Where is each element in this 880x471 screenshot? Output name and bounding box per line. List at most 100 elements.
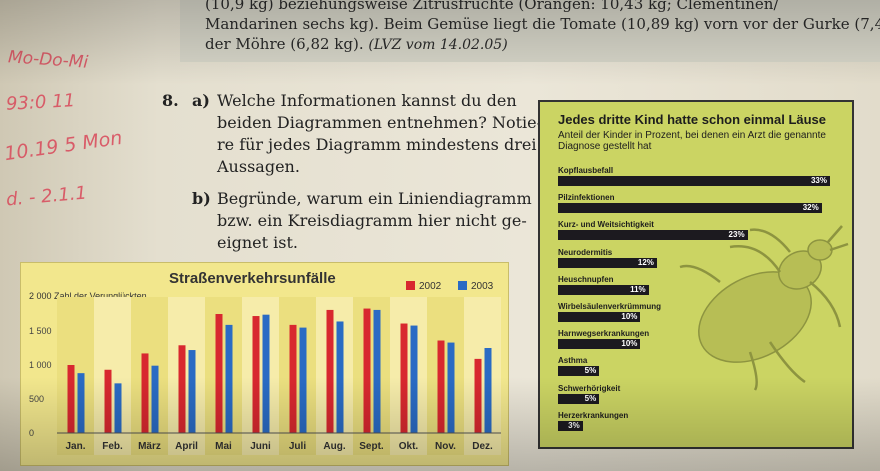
- handwritten-note-1: Mo-Do-Mi: [7, 47, 89, 73]
- diagnosis-value-label: 11%: [630, 284, 646, 294]
- bar-2002: [67, 365, 75, 433]
- diagnosis-value-label: 10%: [621, 312, 638, 321]
- x-tick-label: Nov.: [435, 441, 456, 452]
- month-column-bg: [390, 297, 427, 455]
- diagnosis-value-label: 33%: [810, 176, 827, 185]
- article-line-2: Mandarinen sechs kg). Beim Gemüse liegt …: [205, 15, 880, 33]
- legend-swatch-2003: [458, 281, 467, 290]
- month-column-bg: [94, 297, 131, 455]
- part-a-line: beiden Diagrammen entnehmen? Notie-: [217, 113, 542, 132]
- handwritten-note-3: 10.19 5 Mon: [3, 126, 124, 166]
- diagnosis-label: Asthma: [558, 356, 588, 366]
- part-a-line: Welche Informationen kannst du den: [217, 91, 517, 110]
- legend-2002: 2002: [406, 281, 441, 292]
- month-column-bg: [279, 297, 316, 455]
- legend-swatch-2002: [406, 281, 415, 290]
- bar-2003: [262, 314, 270, 433]
- part-b-line: Begründe, warum ein Liniendiagramm: [217, 189, 532, 208]
- diagnosis-bar: 5%: [558, 393, 600, 404]
- bar-2002: [178, 345, 186, 433]
- month-column-bg: [168, 297, 205, 455]
- bar-2002: [215, 314, 223, 433]
- x-tick-label: Mai: [215, 441, 232, 452]
- y-tick-label: 500: [29, 394, 44, 404]
- y-axis-title: Zahl der Verunglückten: [54, 291, 147, 301]
- y-tick-label: 1 000: [29, 360, 52, 370]
- bar-2002: [289, 324, 297, 433]
- bar-2003: [373, 309, 381, 433]
- bar-2002: [141, 353, 149, 433]
- month-column-bg: [464, 297, 501, 455]
- diagnosis-bar: 10%: [558, 312, 641, 322]
- bar-2003: [484, 348, 492, 433]
- month-column-bg: [353, 297, 390, 455]
- bar-2003: [336, 321, 344, 433]
- chart-subtitle: Anteil der Kinder in Prozent, bei denen …: [558, 130, 826, 152]
- diagnosis-bar: 3%: [558, 420, 583, 431]
- bar-2002: [437, 340, 445, 433]
- bar-2002: [326, 309, 334, 433]
- bar-2003: [114, 383, 122, 433]
- legend-label-2003: 2003: [471, 281, 494, 292]
- diagnosis-value-label: 5%: [584, 366, 597, 376]
- part-b-line: eignet ist.: [217, 233, 298, 252]
- diagnosis-value-label: 10%: [621, 339, 638, 349]
- diagnosis-label: Pilzinfektionen: [558, 193, 615, 203]
- month-column-bg: [57, 297, 94, 455]
- y-max-tick-label: 2 000: [29, 291, 52, 301]
- bar-2002: [474, 358, 482, 433]
- diagnosis-label: Schwerhörigkeit: [558, 383, 621, 393]
- children-diagnoses-chart: Jedes dritte Kind hatte schon einmal Läu…: [538, 100, 854, 449]
- diagnosis-label: Neurodermitis: [558, 247, 613, 257]
- diagnosis-value-label: 5%: [584, 393, 597, 403]
- info-box: [180, 0, 880, 62]
- month-column-bg: [205, 297, 242, 455]
- handwritten-note-2: 93:0 11: [5, 90, 76, 115]
- bar-2003: [447, 342, 455, 433]
- article-line-1: (10,9 kg) beziehungsweise Zitrusfrüchte …: [205, 0, 779, 13]
- diagnosis-label: Herzerkrankungen: [558, 410, 629, 420]
- bar-2003: [77, 373, 85, 433]
- y-tick-label: 1 500: [29, 326, 52, 336]
- diagnosis-bar: 12%: [558, 257, 657, 268]
- bar-2002: [363, 308, 371, 433]
- x-tick-label: Sept.: [359, 441, 384, 452]
- diagnosis-value-label: 23%: [728, 230, 745, 240]
- bar-2003: [188, 350, 196, 433]
- diagnosis-value-label: 3%: [568, 420, 580, 430]
- y-axis-label: 2 000 Zahl der Verunglückten: [29, 291, 147, 301]
- bar-2003: [410, 325, 418, 433]
- y-tick-label: 0: [29, 428, 34, 438]
- month-column-bg: [427, 297, 464, 455]
- diagnosis-value-label: 12%: [637, 257, 654, 267]
- diagnosis-bar: 33%: [558, 176, 830, 186]
- x-tick-label: Okt.: [399, 441, 419, 452]
- louse-illustration-icon: [679, 225, 849, 391]
- bar-2002: [400, 323, 408, 433]
- part-a-line: Aussagen.: [217, 157, 300, 176]
- article-line-3: der Möhre (6,82 kg). (LVZ vom 14.02.05): [205, 34, 855, 55]
- diagnosis-bar: 11%: [558, 284, 649, 295]
- article-line-3-main: der Möhre (6,82 kg).: [205, 35, 364, 53]
- diagnosis-label: Kurz- und Weitsichtigkeit: [558, 220, 654, 230]
- diagnosis-bar: 5%: [558, 366, 600, 377]
- diagnosis-label: Harnwegserkrankungen: [558, 329, 650, 339]
- diagnosis-label: Kopflausbefall: [558, 166, 614, 175]
- month-column-bg: [242, 297, 279, 455]
- exercise-number: 8.: [162, 91, 179, 110]
- handwritten-note-4: d. - 2.1.1: [5, 182, 88, 211]
- x-tick-label: April: [175, 441, 198, 452]
- article-text: (10,9 kg) beziehungsweise Zitrusfrüchte …: [205, 0, 880, 55]
- x-tick-label: Juni: [250, 441, 271, 452]
- x-tick-label: Feb.: [102, 441, 123, 452]
- month-column-bg: [316, 297, 353, 455]
- month-column-bg: [131, 297, 168, 455]
- x-tick-label: Juli: [289, 441, 306, 452]
- part-a-label: a): [192, 91, 210, 110]
- diagnosis-bar: 32%: [558, 203, 822, 214]
- article-source: (LVZ vom 14.02.05): [368, 37, 508, 53]
- diagnosis-value-label: 32%: [802, 203, 819, 213]
- part-b-line: bzw. ein Kreisdiagramm hier nicht ge-: [217, 211, 527, 230]
- part-b-label: b): [192, 189, 211, 208]
